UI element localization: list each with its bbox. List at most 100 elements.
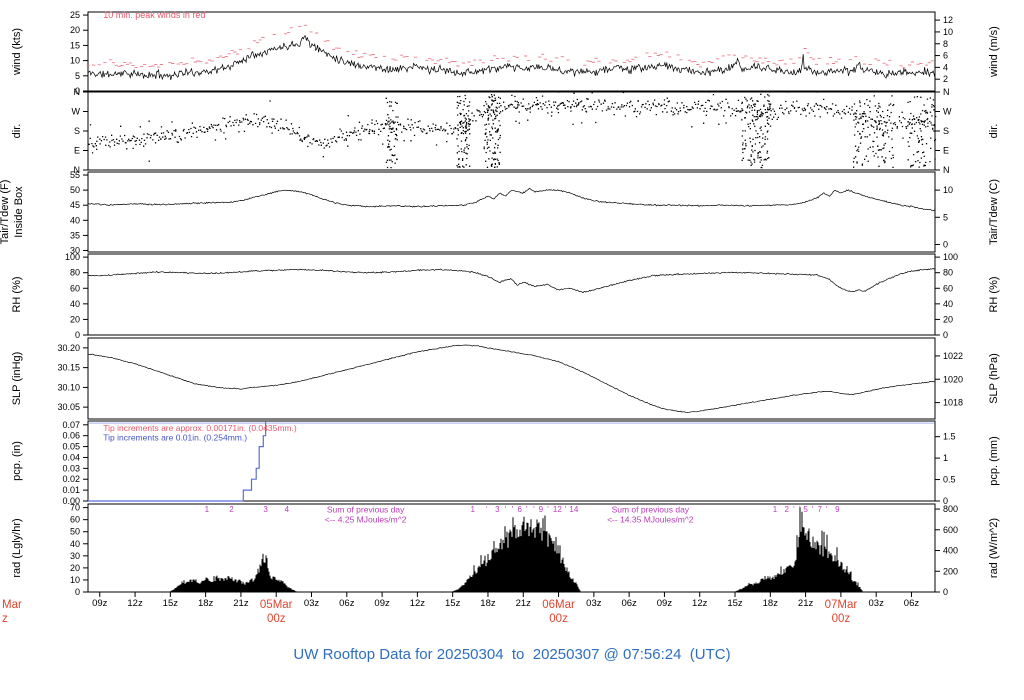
dir-right-axis-title: dir.	[988, 124, 1000, 139]
slp-right-tick-label: 1018	[943, 398, 963, 408]
pcp-left-tick-label: 0.03	[62, 463, 80, 473]
rad-annotation: 14	[569, 505, 578, 514]
x-date-label: 07Mar	[825, 599, 858, 611]
wind-left-tick-label: 10	[70, 56, 80, 66]
x-tick-label: 21z	[798, 598, 814, 609]
pcp-left-tick-label: 0.06	[62, 431, 80, 441]
rad-annotation: Sum of previous day	[327, 504, 405, 514]
rh-right-tick-label: 80	[943, 268, 953, 278]
wind-left-tick-label: 5	[75, 71, 80, 81]
x-tick-label: 12z	[127, 598, 143, 609]
rh-left-tick-label: 80	[70, 268, 80, 278]
rh-left-tick-label: 0	[75, 330, 80, 340]
pcp-annotation: Tip increments are approx. 0.00171in. (0…	[103, 423, 297, 433]
x-tick-label: 06z	[621, 598, 637, 609]
rad-annotation: '	[565, 505, 567, 514]
pcp-right-tick-label: 0	[943, 496, 948, 506]
rh-left-axis-title: RH (%)	[11, 276, 23, 312]
tair-right-tick-label: 5	[943, 212, 948, 222]
pcp-left-tick-label: 0.07	[62, 420, 80, 430]
rad-annotation: '	[793, 505, 795, 514]
pcp-right-tick-label: 1.5	[943, 432, 956, 442]
rad-left-tick-label: 70	[70, 503, 80, 513]
tair-frame	[87, 171, 936, 253]
slp-left-tick-label: 30.05	[57, 402, 80, 412]
dir-right-tick-label: N	[943, 87, 950, 97]
rh-left-tick-label: 20	[70, 314, 80, 324]
rad-left-tick-label: 40	[70, 539, 80, 549]
rad-left-tick-label: 30	[70, 551, 80, 561]
pcp-right-axis-title: pcp. (mm)	[988, 436, 1000, 486]
pcp-left-tick-label: 0.04	[62, 452, 80, 462]
x-date-hour-label-clipped: z	[2, 613, 8, 625]
x-date-hour-label: 00z	[267, 613, 286, 625]
rad-right-tick-label: 200	[943, 566, 958, 576]
x-tick-label: 03z	[304, 598, 320, 609]
x-tick-label: 15z	[727, 598, 743, 609]
dir-series-wind-direction	[88, 91, 937, 169]
rad-annotation: 1	[773, 505, 778, 514]
rh-right-axis-title: RH (%)	[988, 276, 1000, 312]
rh-right-tick-label: 20	[943, 314, 953, 324]
rad-right-tick-label: 600	[943, 525, 958, 535]
rad-annotation: 4	[285, 505, 290, 514]
tair-left-axis-title: Inside Box	[13, 186, 25, 238]
x-tick-label: 03z	[586, 598, 602, 609]
pcp-right-tick-label: 1	[943, 453, 948, 463]
rad-annotation: 2	[229, 505, 234, 514]
rad-annotation: '	[512, 505, 514, 514]
tair-right-axis-title: Tair/Tdew (C)	[988, 179, 1000, 245]
tair-series-tair	[87, 187, 936, 212]
rad-annotation: '	[526, 505, 528, 514]
rad-right-axis-title: rad (W/m^2)	[988, 518, 1000, 578]
dir-left-tick-label: E	[74, 146, 80, 156]
slp-left-tick-label: 30.15	[57, 363, 80, 373]
pcp-left-tick-label: 0.05	[62, 442, 80, 452]
wind-series-peak-10min	[86, 24, 934, 69]
rad-annotation: 12	[553, 505, 562, 514]
wind-right-tick-label: 4	[943, 62, 948, 72]
rh-right-tick-label: 0	[943, 330, 948, 340]
slp-right-axis-title: SLP (hPa)	[988, 353, 1000, 404]
wind-right-tick-label: 8	[943, 39, 948, 49]
tair-left-tick-label: 55	[70, 170, 80, 180]
wind-frame	[87, 11, 936, 92]
dir-left-axis-title: dir.	[11, 124, 23, 139]
rad-annotation: 7	[817, 505, 822, 514]
x-tick-label: 06z	[904, 598, 920, 609]
slp-frame	[87, 337, 936, 420]
rad-annotation: 6	[518, 505, 523, 514]
pcp-right-tick-label: 0.5	[943, 475, 956, 485]
wind-right-axis-title: wind (m/s)	[988, 26, 1000, 78]
rad-left-tick-label: 50	[70, 527, 80, 537]
rad-annotation: Sum of previous day	[612, 504, 690, 514]
rad-annotation: '	[799, 505, 801, 514]
rad-annotation: '	[486, 505, 488, 514]
x-tick-label: 18z	[480, 598, 496, 609]
tair-right-tick-label: 10	[943, 185, 953, 195]
tair-left-tick-label: 40	[70, 215, 80, 225]
rh-left-tick-label: 40	[70, 299, 80, 309]
dir-right-tick-label: N	[943, 165, 950, 175]
pcp-left-tick-label: 0.00	[62, 496, 80, 506]
rh-frame	[87, 253, 936, 336]
rad-annotation: 5	[803, 505, 808, 514]
pcp-series-cumulative-precip	[88, 421, 267, 502]
x-tick-label: 09z	[657, 598, 673, 609]
x-tick-label: 06z	[339, 598, 355, 609]
rad-annotation: '	[547, 505, 549, 514]
dir-right-tick-label: E	[943, 146, 949, 156]
dir-right-tick-label: S	[943, 126, 949, 136]
wind-left-tick-label: 0	[75, 86, 80, 96]
tair-left-tick-label: 45	[70, 200, 80, 210]
rad-right-tick-label: 400	[943, 546, 958, 556]
wind-right-tick-label: 12	[943, 15, 953, 25]
rad-annotation: 3	[263, 505, 268, 514]
x-tick-label: 18z	[763, 598, 779, 609]
rad-annotation: '	[826, 505, 828, 514]
rh-left-tick-label: 100	[65, 252, 80, 262]
wind-left-tick-label: 20	[70, 25, 80, 35]
rad-annotation: 1	[205, 505, 210, 514]
rad-left-tick-label: 60	[70, 515, 80, 525]
rh-right-tick-label: 100	[943, 252, 958, 262]
